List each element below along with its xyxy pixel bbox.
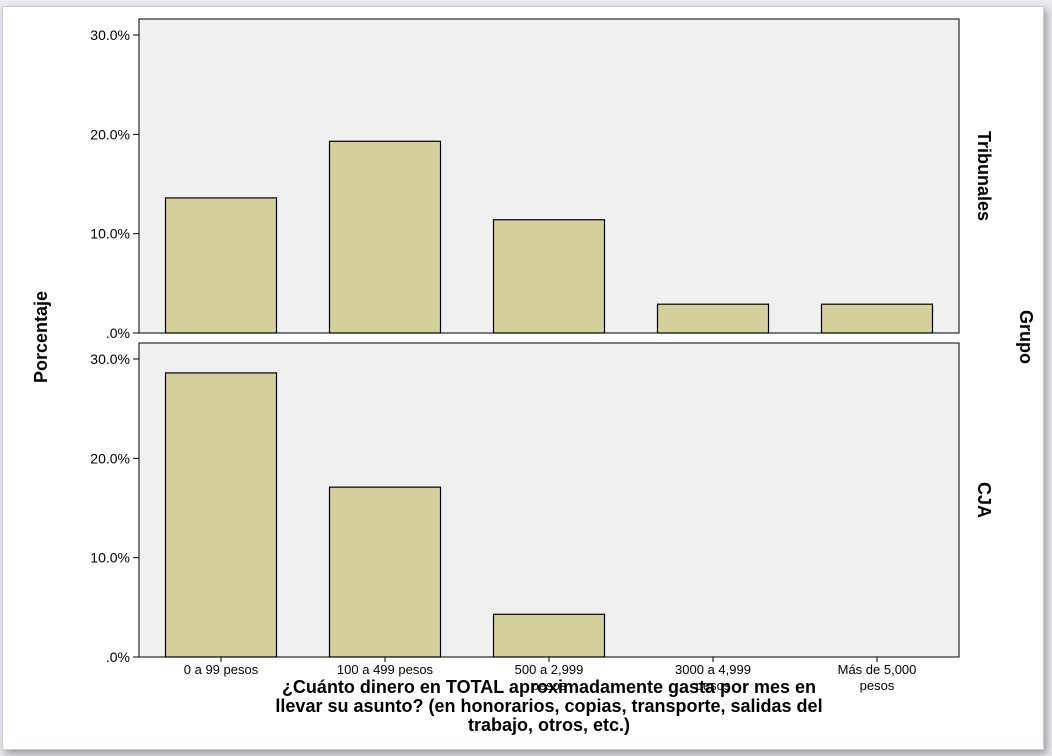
faceted-bar-chart: 30.0% 20.0% 10.0% .0% Tribunales 30.0% 20.0% 10… [31, 18, 1036, 735]
bar [328, 486, 442, 658]
panel-label-tribunales: Tribunales [974, 131, 994, 221]
x-tick-label: 100 a 499 pesos [337, 662, 434, 677]
y-tick-label: 10.0% [90, 226, 130, 242]
y-tick-label: 20.0% [90, 450, 130, 466]
panel-label-cja: CJA [974, 482, 994, 518]
bar [492, 219, 606, 334]
x-tick-label: pesos [696, 678, 731, 693]
x-tick-label: 500 a 2,999 [515, 662, 584, 677]
bar [164, 372, 278, 658]
bar [656, 303, 770, 334]
y-tick-label: 30.0% [90, 351, 130, 367]
y-tick-label: 20.0% [90, 126, 130, 142]
bar [328, 140, 442, 334]
x-axis-title-line: trabajo, otros, etc.) [468, 715, 630, 735]
chart-frame: 30.0% 20.0% 10.0% .0% Tribunales 30.0% 20.0% 10… [2, 6, 1044, 750]
x-tick-label: 0 a 99 pesos [184, 662, 259, 677]
x-tick-label: pesos [860, 678, 895, 693]
x-axis-title-line: llevar su asunto? (en honorarios, copias… [275, 696, 822, 716]
y-tick-label: 30.0% [90, 27, 130, 43]
x-tick-label: 3000 a 4,999 [675, 662, 751, 677]
bar [164, 197, 278, 334]
y-tick-label: .0% [106, 325, 130, 341]
x-axis-title-line: ¿Cuánto dinero en TOTAL aproximadamente … [282, 677, 816, 697]
y-tick-label: .0% [106, 649, 130, 665]
bar [820, 303, 934, 334]
y-axis-title: Porcentaje [31, 291, 51, 383]
x-tick-label: Más de 5,000 [838, 662, 917, 677]
x-tick-label: pesos [532, 678, 567, 693]
facet-title: Grupo [1016, 310, 1036, 364]
bar [492, 613, 606, 658]
y-tick-label: 10.0% [90, 550, 130, 566]
